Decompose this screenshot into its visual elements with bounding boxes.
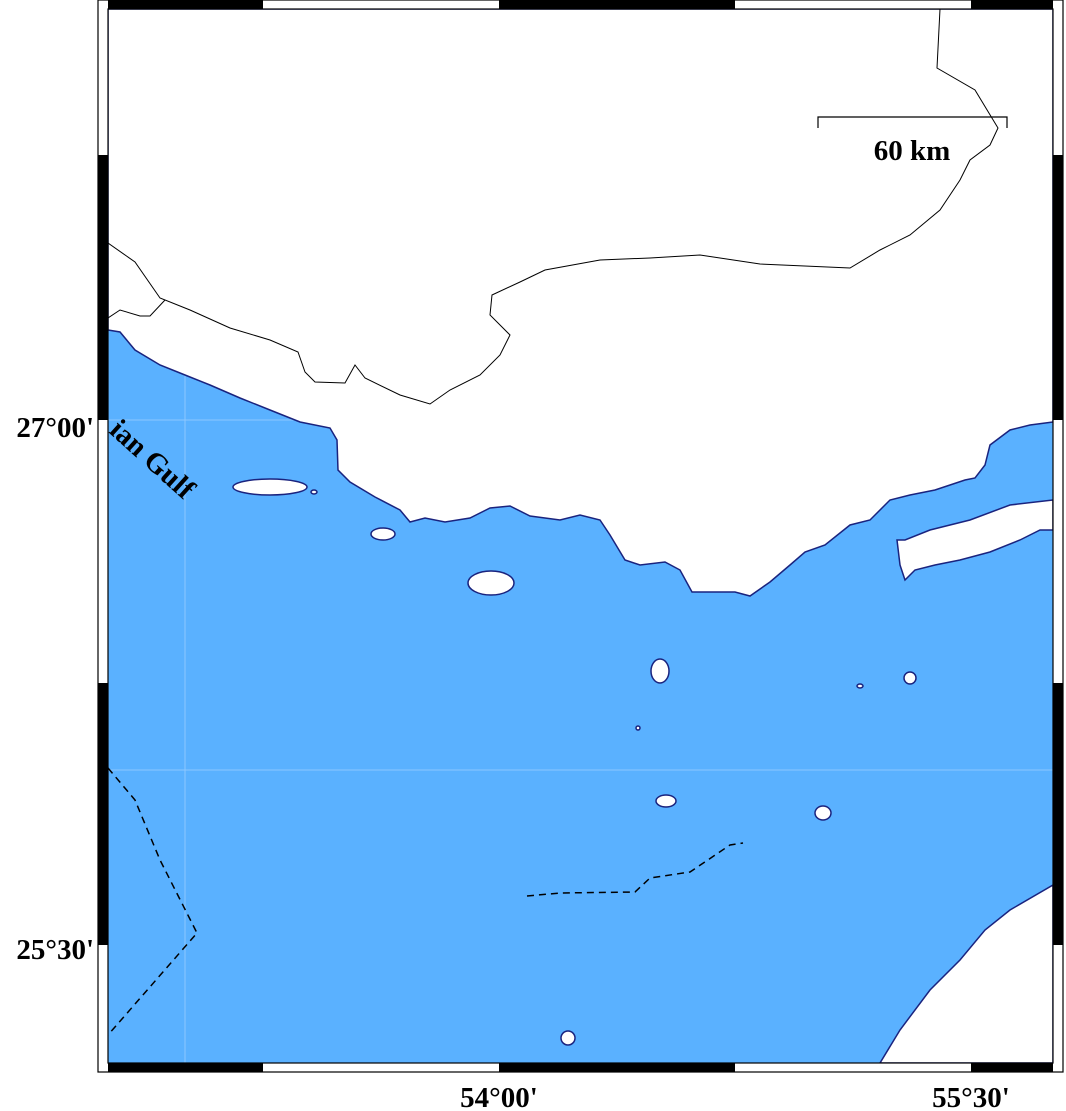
lat-label: 25°30' [16, 934, 94, 966]
scale-bar: 60 km [817, 116, 1008, 167]
lon-label: 55°30' [932, 1082, 1010, 1111]
island [560, 1030, 576, 1046]
island [856, 683, 864, 689]
land-uae [879, 884, 1053, 1063]
island-qeshm [896, 499, 1053, 582]
map-frame [97, 0, 1064, 1073]
island [635, 725, 641, 731]
island [370, 527, 396, 541]
lon-label: 54°00' [460, 1082, 538, 1111]
scale-bar-label: 60 km [874, 135, 951, 167]
island [467, 570, 515, 596]
island [903, 671, 917, 685]
maritime-boundary [108, 767, 198, 1036]
island [650, 658, 670, 684]
island [814, 805, 832, 821]
island [310, 489, 318, 495]
maritime-boundary [526, 842, 744, 897]
lat-label: 27°00' [16, 412, 94, 444]
border-line [108, 299, 166, 319]
land-iran [108, 9, 1053, 597]
island [232, 478, 308, 496]
border-line [108, 9, 999, 405]
island [655, 794, 677, 808]
